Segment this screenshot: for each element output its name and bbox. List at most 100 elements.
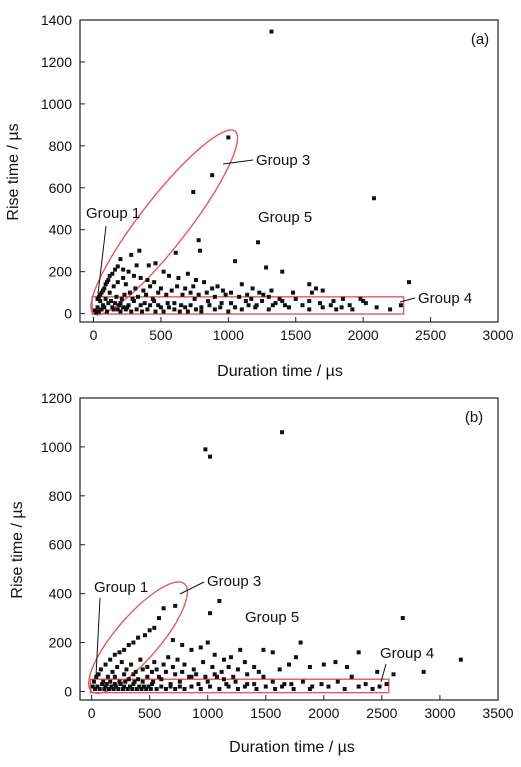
data-point (158, 286, 163, 291)
data-point (207, 303, 212, 308)
data-point (287, 305, 291, 310)
data-point (111, 307, 116, 312)
data-point (266, 294, 271, 299)
data-point (219, 301, 224, 306)
y-tick-label: 0 (64, 683, 72, 699)
data-point (277, 296, 282, 301)
data-point (95, 305, 100, 310)
data-point (173, 672, 178, 677)
region-group-4-outline (91, 296, 405, 315)
data-point (246, 303, 251, 308)
data-point (307, 686, 312, 691)
data-point (206, 299, 211, 304)
data-point (154, 667, 159, 672)
annotation-group-4-a: Group 4 (418, 290, 472, 307)
data-point (249, 296, 254, 301)
data-point (229, 290, 234, 295)
data-point (212, 307, 217, 312)
data-point (154, 686, 159, 691)
y-tick-label: 400 (49, 222, 73, 238)
annotation-leader-line (399, 297, 416, 303)
data-point (374, 305, 379, 310)
data-point (269, 29, 274, 34)
data-point (104, 309, 109, 314)
data-point (287, 662, 291, 667)
data-point (196, 238, 201, 243)
x-tick-label: 500 (138, 705, 162, 721)
data-point (377, 684, 382, 689)
data-point (131, 273, 136, 278)
annotation-leader-line (222, 159, 254, 165)
data-point (231, 674, 236, 679)
y-tick-label: 800 (49, 488, 73, 504)
data-point (180, 292, 185, 297)
data-point (215, 284, 220, 289)
data-point (113, 684, 118, 689)
data-point (245, 672, 250, 677)
x-tick-label: 3000 (424, 705, 455, 721)
data-point (99, 290, 104, 295)
x-tick-label: 3000 (482, 327, 513, 343)
data-point (239, 282, 244, 287)
data-point (228, 655, 233, 660)
data-point (96, 309, 101, 314)
data-point (115, 307, 120, 312)
data-point (141, 288, 146, 293)
region-group-3-outline (88, 581, 189, 695)
data-point (270, 650, 275, 655)
y-tick-label: 1400 (41, 12, 72, 28)
data-point (161, 662, 166, 667)
data-point (198, 248, 203, 253)
y-tick-label: 800 (49, 138, 73, 154)
annotation-leader-line (95, 597, 101, 677)
data-point (139, 686, 144, 691)
data-points-b (90, 430, 463, 691)
data-point (331, 299, 336, 304)
data-point (202, 280, 207, 285)
y-tick-label: 400 (49, 586, 73, 602)
data-point (458, 657, 463, 662)
data-point (191, 667, 196, 672)
data-point (356, 650, 361, 655)
data-point (199, 309, 204, 314)
data-point (375, 669, 380, 674)
data-point (183, 305, 188, 310)
data-point (185, 271, 190, 276)
data-point (187, 674, 192, 679)
data-point (254, 686, 259, 691)
data-point (183, 286, 188, 291)
data-point (280, 684, 285, 689)
data-point (172, 307, 177, 312)
data-point (371, 196, 376, 201)
axis-tick-labels-a: 0 500 1000 1500 2000 2500 3000 0 200 400 600 800 100… (41, 12, 514, 343)
data-point (109, 299, 114, 304)
data-point (166, 655, 171, 660)
data-point (221, 657, 226, 662)
data-point (205, 679, 210, 684)
data-point (273, 301, 278, 306)
data-point (123, 679, 128, 684)
data-point (217, 598, 222, 603)
data-point (110, 305, 115, 310)
data-point (210, 286, 215, 291)
data-point (182, 662, 187, 667)
data-point (349, 674, 354, 679)
data-point (307, 307, 312, 312)
data-point (170, 638, 175, 643)
data-point (107, 290, 112, 295)
data-point (347, 303, 352, 308)
data-point (319, 682, 324, 687)
annotations-b: Group 1 Group 3 Group 4 Group 5 (94, 573, 434, 683)
data-point (291, 290, 296, 295)
data-point (318, 301, 323, 306)
data-point (122, 672, 127, 677)
data-point (358, 296, 363, 301)
data-point (93, 686, 98, 691)
data-point (136, 635, 141, 640)
annotation-group-4-b: Group 4 (380, 645, 434, 662)
data-point (363, 682, 368, 687)
annotation-group-1-b: Group 1 (94, 579, 148, 596)
data-point (208, 611, 213, 616)
data-point (122, 292, 127, 297)
data-point (250, 286, 255, 291)
